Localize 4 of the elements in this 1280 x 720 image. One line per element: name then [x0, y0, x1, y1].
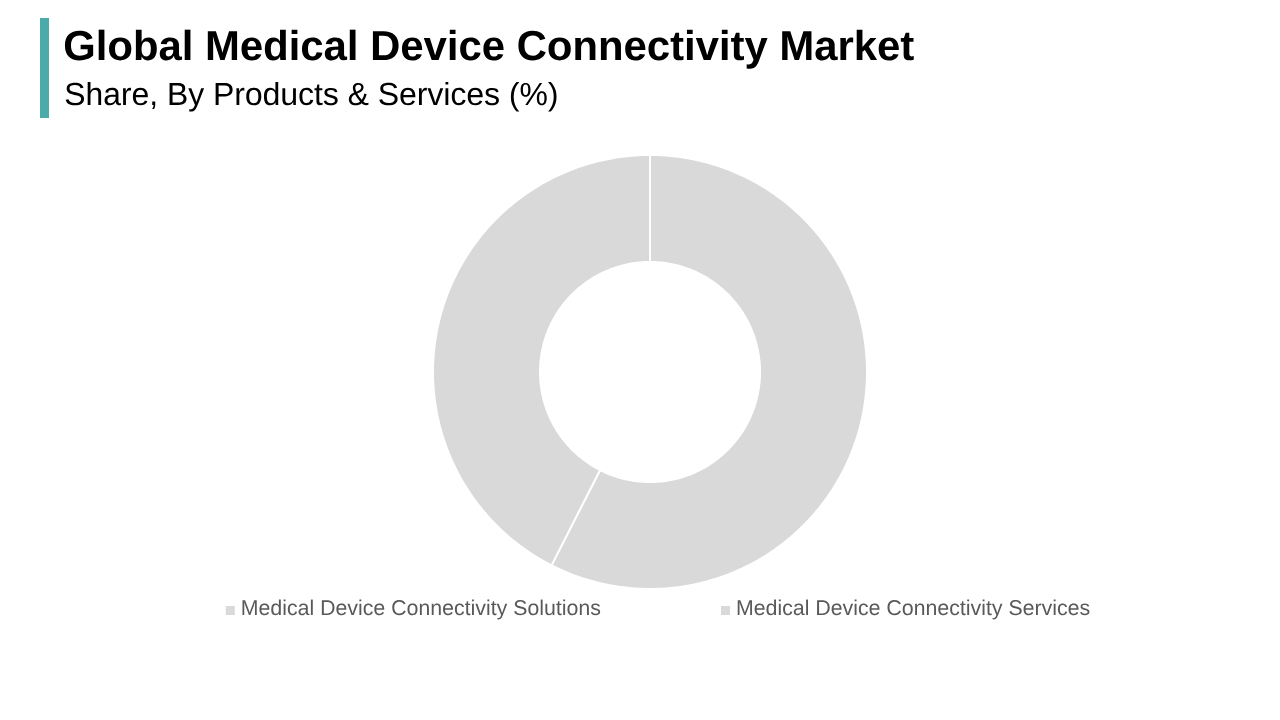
chart-title: Global Medical Device Connectivity Market: [64, 29, 914, 69]
legend-label: Medical Device Connectivity Services: [737, 599, 1090, 620]
legend-label: Medical Device Connectivity Solutions: [242, 599, 601, 620]
chart-subtitle: Share, By Products & Services (%): [65, 81, 557, 112]
